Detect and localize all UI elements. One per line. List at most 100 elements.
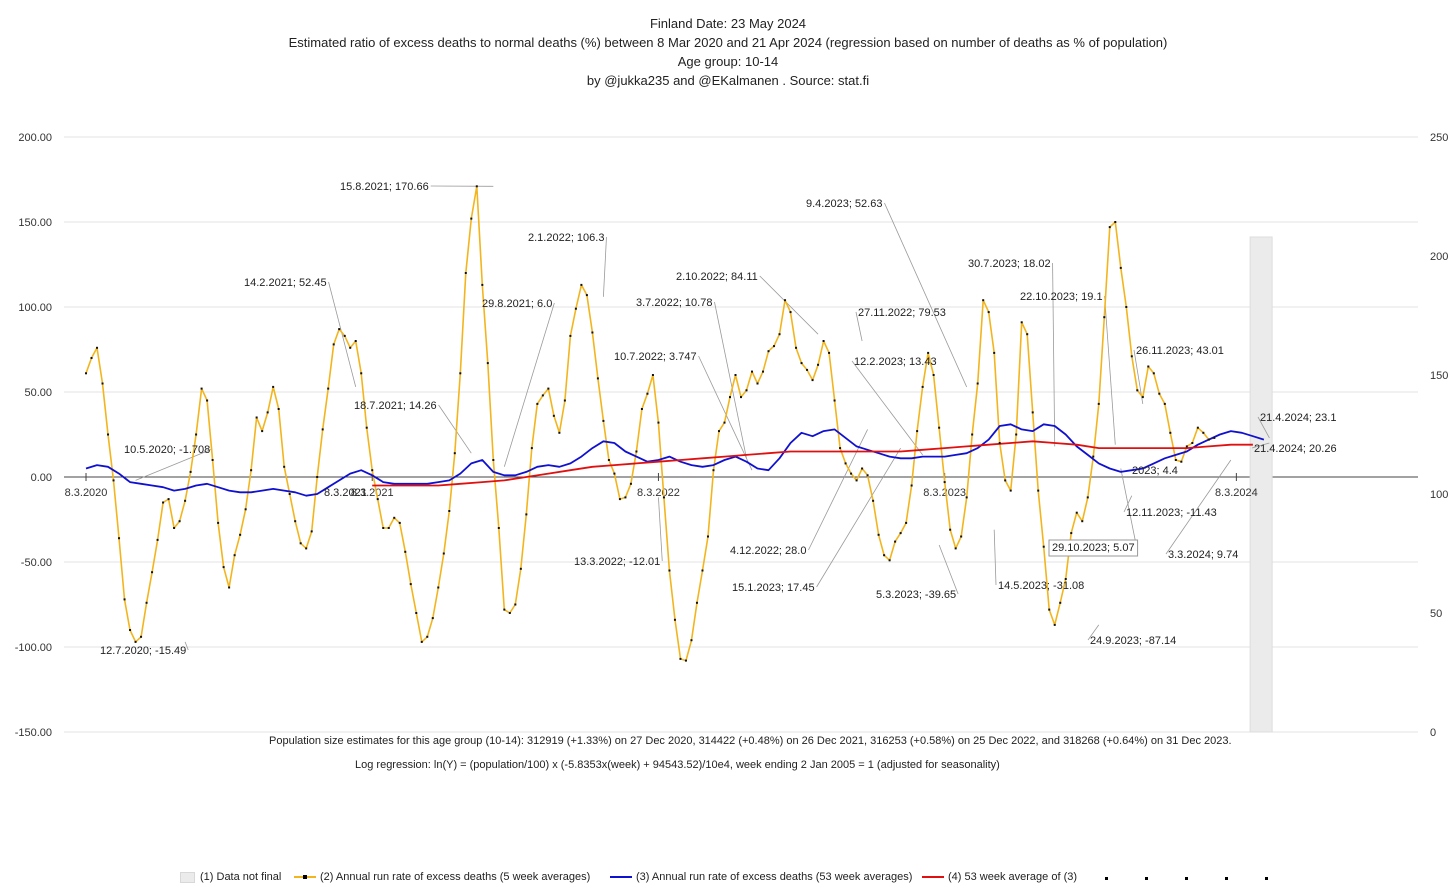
data-point	[1031, 411, 1034, 414]
data-point	[899, 532, 902, 535]
not-final-shade	[1249, 236, 1273, 733]
legend-empty-marker	[1225, 877, 1228, 880]
annotation-leader	[1251, 442, 1270, 449]
data-point	[349, 346, 352, 349]
y-right-tick-label: 250	[1430, 132, 1448, 144]
annotation-label: 3.3.2024; 9.74	[1168, 549, 1238, 561]
data-point	[740, 396, 742, 399]
data-point	[332, 343, 335, 346]
annotation-label: 30.7.2023; 18.02	[968, 258, 1051, 270]
legend-swatch-5-week	[294, 875, 316, 879]
data-point	[938, 426, 941, 429]
annotation-leader-lines	[135, 185, 1270, 651]
data-point	[1075, 511, 1078, 514]
data-point	[1207, 438, 1210, 441]
data-point	[706, 535, 709, 538]
annotation-label: 2023; 4.4	[1132, 465, 1178, 477]
data-point	[261, 430, 264, 433]
data-point	[85, 372, 88, 375]
data-point	[993, 351, 996, 354]
data-point	[536, 402, 539, 405]
data-point	[563, 399, 566, 402]
annotation-leader	[698, 355, 753, 471]
annotation-label: 4.12.2022; 28.0	[730, 545, 806, 557]
x-axis-tick-labels: 8.3.2020 8.3.2021 8.3.2022 8.3.2023 8.3.2024	[65, 487, 1258, 499]
annotation-leader	[184, 641, 189, 651]
data-point	[844, 462, 847, 465]
annotation-labels: 10.5.2020; -1.708 12.7.2020; -15.49 14.2.2…	[100, 181, 1337, 657]
y-right-tick-label: 100	[1430, 489, 1448, 501]
data-point	[525, 513, 528, 516]
data-point	[1059, 601, 1062, 604]
data-point	[448, 510, 451, 512]
data-point	[145, 601, 148, 604]
legend-swatch-average	[922, 876, 944, 878]
data-point	[371, 469, 374, 472]
data-point	[1108, 226, 1111, 229]
legend-swatch-not-final	[180, 871, 195, 883]
series-line-2	[85, 185, 1215, 662]
chart-title-description: Estimated ratio of excess deaths to norm…	[288, 35, 1168, 50]
data-point	[679, 657, 682, 660]
data-point	[151, 571, 154, 574]
data-point	[299, 542, 302, 545]
data-point	[833, 399, 836, 402]
data-point	[1185, 445, 1188, 448]
data-point	[1048, 608, 1051, 611]
annotation-leader	[938, 544, 959, 595]
annotation-label: 26.11.2023; 43.01	[1136, 345, 1224, 357]
data-point	[277, 408, 280, 410]
data-point	[1147, 365, 1150, 368]
chart-gridlines	[64, 136, 1418, 733]
y-left-tick-label: 0.00	[31, 472, 52, 484]
data-point	[426, 635, 429, 638]
annotation-label: 8.3.2021	[324, 487, 367, 499]
data-point	[360, 372, 363, 375]
data-point	[976, 382, 979, 385]
data-point	[508, 612, 511, 614]
data-point	[1125, 306, 1128, 308]
data-point	[960, 535, 963, 538]
data-point	[569, 334, 572, 337]
data-point	[492, 459, 495, 461]
data-point	[310, 530, 313, 533]
y-right-tick-label: 150	[1430, 370, 1448, 382]
data-point	[266, 411, 269, 414]
annotation-leader	[851, 360, 923, 456]
annotation-leader	[884, 202, 968, 388]
annotation-leader	[1052, 262, 1056, 447]
data-point	[811, 379, 814, 382]
annotation-label: 2.1.2022; 106.3	[528, 232, 604, 244]
data-point	[591, 331, 594, 334]
data-point	[1136, 389, 1139, 392]
y-axis-right-ticks: 250 200 150 100 50 0	[1430, 132, 1448, 739]
data-point	[90, 357, 93, 359]
data-point	[1191, 442, 1194, 444]
data-point	[195, 433, 198, 436]
data-point	[756, 382, 759, 385]
annotation-box	[1048, 539, 1139, 557]
data-point	[316, 476, 319, 478]
data-point	[965, 496, 968, 499]
annotation-label: 24.9.2023; -87.14	[1090, 635, 1176, 647]
annotation-leader	[602, 236, 607, 297]
data-point	[916, 430, 919, 433]
data-point	[459, 372, 462, 375]
data-point	[1004, 479, 1007, 482]
data-point	[602, 419, 605, 422]
data-point	[905, 521, 908, 524]
data-point	[112, 479, 115, 482]
data-point	[503, 608, 506, 611]
data-point	[129, 629, 132, 631]
data-point	[101, 382, 104, 385]
data-point	[233, 554, 236, 557]
data-point	[690, 639, 693, 642]
x-tick-label: 8.3.2023	[923, 487, 966, 499]
annotation-leader	[993, 529, 997, 586]
data-point	[206, 399, 209, 402]
data-point	[822, 340, 825, 342]
data-point	[464, 272, 467, 274]
data-point	[883, 554, 886, 557]
chart-title-credits: by @jukka235 and @EKalmanen . Source: st…	[586, 73, 870, 88]
data-point	[1081, 520, 1084, 523]
